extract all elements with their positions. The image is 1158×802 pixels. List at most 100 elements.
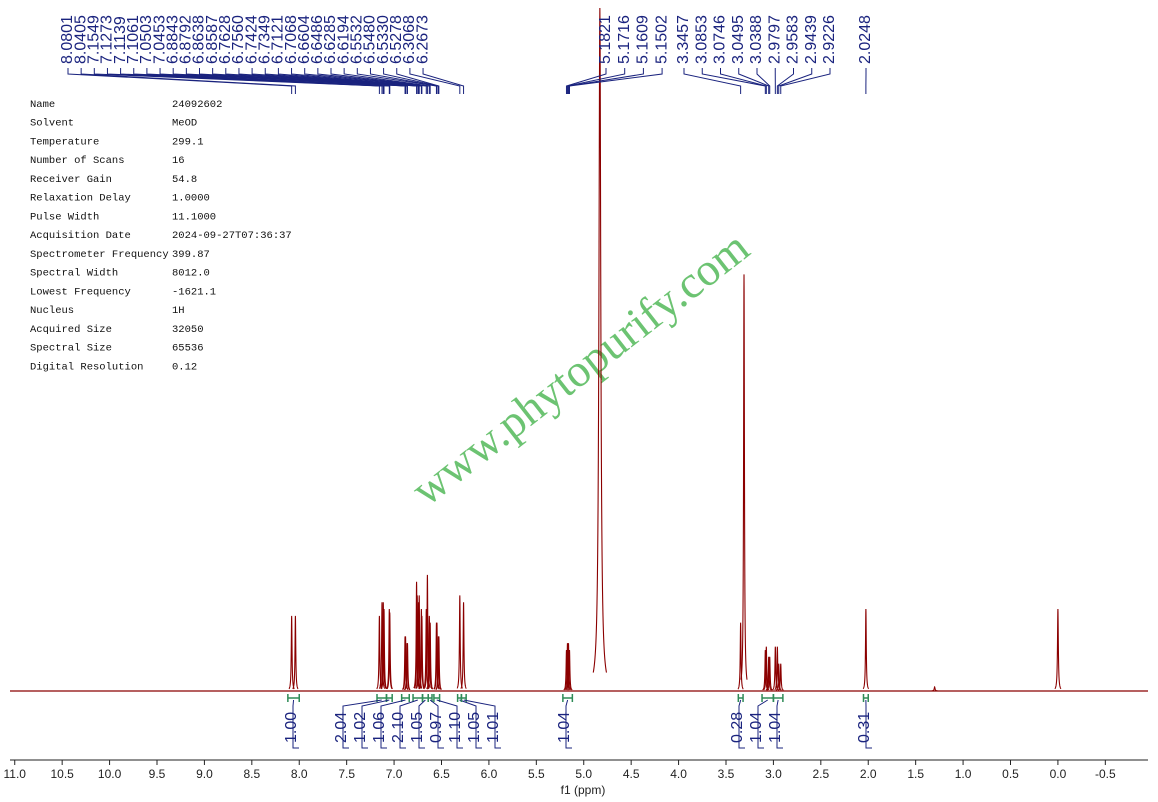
param-value: 2024-09-27T07:36:37 [172, 230, 292, 242]
integral-leader [459, 699, 482, 749]
integral-bracket [862, 694, 869, 702]
peak [775, 663, 782, 691]
peak-leader [568, 68, 663, 94]
peak [766, 656, 773, 691]
integral-label: 1.05 [409, 712, 426, 743]
x-tick-label: 0.0 [1050, 767, 1067, 781]
peak-label: 6.7424 [243, 15, 260, 64]
peak-label: 6.3068 [401, 15, 418, 64]
peak-label: 5.1821 [597, 15, 614, 64]
integral-leader [776, 699, 783, 749]
param-value: 54.8 [172, 174, 197, 186]
peak-label: 6.6285 [322, 15, 339, 64]
integral-label: 2.10 [390, 712, 407, 743]
peak-label: 3.0495 [730, 15, 747, 64]
param-name: Lowest Frequency [30, 286, 131, 298]
peak-label: 2.9226 [821, 15, 838, 64]
peak [456, 595, 464, 689]
peak-leader [396, 68, 440, 94]
peak-leader [701, 68, 766, 94]
peak-leader [264, 68, 420, 94]
peak-label: 6.6486 [309, 15, 326, 64]
param-name: Receiver Gain [30, 174, 112, 186]
peak-leader [369, 68, 438, 94]
peak-leader [566, 68, 626, 94]
peak [777, 663, 784, 691]
peak [737, 622, 744, 690]
param-name: Spectral Size [30, 343, 112, 355]
peak-leader [212, 68, 408, 94]
param-value: 16 [172, 155, 185, 167]
integral-leader [342, 699, 382, 749]
integral-leader [418, 699, 426, 749]
param-name: Name [30, 99, 55, 111]
integral-label: 1.00 [283, 712, 300, 743]
x-tick-label: 9.5 [149, 767, 166, 781]
peak-leader [277, 68, 422, 94]
peak-leader [330, 68, 430, 94]
peak-label: 6.8587 [204, 15, 221, 64]
param-value: -1621.1 [172, 286, 216, 298]
peak-leader [291, 68, 423, 94]
peak-label: 7.1061 [125, 15, 142, 64]
peak-leader [304, 68, 427, 94]
x-tick-label: 4.5 [623, 767, 640, 781]
peak-leader [409, 68, 461, 94]
peak-label: 3.0853 [693, 15, 710, 64]
peak [931, 685, 938, 692]
peak-leader [567, 68, 644, 94]
param-value: 299.1 [172, 136, 204, 148]
integral-label: 1.06 [371, 712, 388, 743]
spectrum [10, 7, 1148, 692]
param-name: Nucleus [30, 305, 74, 317]
peak [386, 612, 393, 690]
peak-label: 6.7349 [256, 15, 273, 64]
param-value: MeOD [172, 118, 197, 130]
peak-leader [238, 68, 418, 94]
x-tick-label: 9.0 [196, 767, 213, 781]
peak-label: 6.5480 [362, 15, 379, 64]
param-value: 1.0000 [172, 193, 210, 205]
peak-label: 8.0405 [72, 15, 89, 64]
peak-leader [159, 68, 391, 94]
integral-label: 1.04 [767, 712, 784, 743]
peak [416, 595, 423, 689]
peak [418, 615, 426, 690]
x-tick-label: 10.0 [98, 767, 122, 781]
peak-leader [683, 68, 742, 94]
param-name: Digital Resolution [30, 361, 143, 373]
peak-label: 5.1609 [635, 15, 652, 64]
peak [427, 622, 434, 690]
param-name: Spectral Width [30, 268, 118, 280]
peak-label: 7.1273 [99, 15, 116, 64]
integral-leader [738, 699, 745, 749]
integral-label: 1.01 [485, 712, 502, 743]
x-tick-label: 6.0 [481, 767, 498, 781]
peak [288, 615, 295, 690]
peak-leader [780, 68, 831, 94]
integral-leader [380, 699, 406, 749]
peak-label: 7.1139 [112, 16, 129, 64]
x-tick-label: 10.5 [50, 767, 74, 781]
param-value: 65536 [172, 343, 204, 355]
peak [414, 595, 421, 689]
peak-leader [422, 68, 465, 94]
peak-label: 6.6604 [296, 15, 313, 64]
param-value: 8012.0 [172, 268, 210, 280]
peak-leader [565, 68, 607, 94]
param-value: 1H [172, 305, 185, 317]
integral-label: 1.05 [466, 712, 483, 743]
integral-leader [757, 699, 768, 749]
x-tick-label: 8.0 [291, 767, 308, 781]
peak-label: 6.5532 [349, 15, 366, 64]
peak-label: 7.1549 [86, 15, 103, 64]
peak-label: 6.7068 [283, 15, 300, 64]
x-tick-label: 11.0 [4, 767, 27, 781]
x-tick-label: 6.5 [433, 767, 450, 781]
peak [380, 602, 387, 689]
peak-label: 2.9583 [785, 15, 802, 64]
param-name: Relaxation Delay [30, 193, 131, 205]
peak-leader [251, 68, 420, 94]
